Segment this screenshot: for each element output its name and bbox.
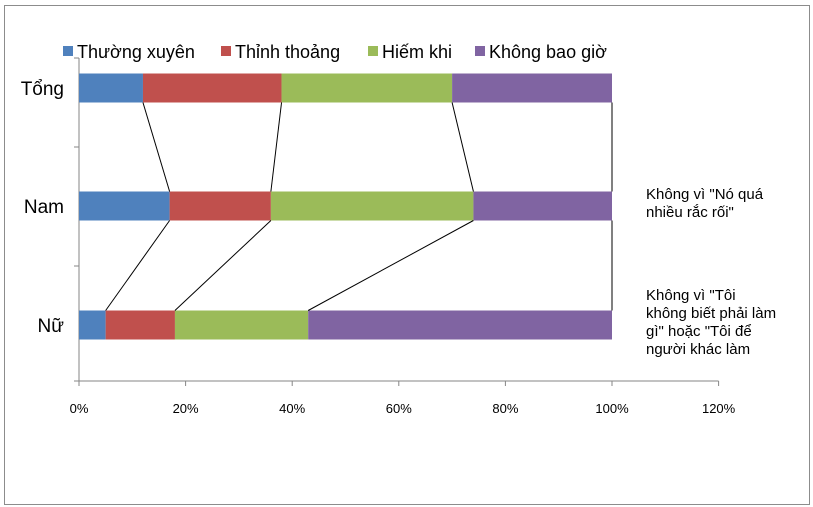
annotation-text: người khác làm: [646, 341, 750, 358]
legend-swatch: [221, 46, 231, 56]
x-tick-label: 20%: [173, 401, 199, 416]
annotation-text: Không vì "Tôi: [646, 287, 736, 304]
legend-swatch: [63, 46, 73, 56]
series-line: [307, 220, 474, 311]
series-line: [451, 102, 474, 192]
legend-label: Hiếm khi: [382, 42, 452, 62]
category-label: Tổng: [21, 79, 64, 100]
x-tick-label: 80%: [492, 401, 518, 416]
series-line: [105, 220, 171, 311]
bar-segment-0-3: [452, 73, 612, 103]
annotation-text: gì" hoặc "Tôi để: [646, 323, 752, 340]
legend-label: Thỉnh thoảng: [235, 42, 340, 62]
series-line: [174, 220, 272, 311]
series-line: [142, 102, 171, 192]
x-tick-label: 60%: [386, 401, 412, 416]
legend-label: Thường xuyên: [77, 42, 195, 62]
x-tick-label: 120%: [702, 401, 736, 416]
bar-segment-0-2: [281, 73, 453, 103]
x-tick-label: 100%: [595, 401, 629, 416]
bar-segment-2-0: [79, 310, 106, 340]
legend-swatch: [475, 46, 485, 56]
bar-segment-2-1: [105, 310, 175, 340]
category-label: Nữ: [38, 316, 65, 337]
bar-segment-1-2: [270, 191, 474, 221]
bar-segment-1-3: [473, 191, 612, 221]
legend-label: Không bao giờ: [489, 42, 607, 62]
bar-segment-2-3: [308, 310, 612, 340]
annotation-text: nhiều rắc rối": [646, 204, 734, 221]
x-tick-label: 0%: [70, 401, 89, 416]
annotation-text: không biết phải làm: [646, 305, 776, 322]
bar-segment-0-1: [142, 73, 282, 103]
bar-segment-0-0: [79, 73, 143, 103]
bar-segment-1-0: [79, 191, 170, 221]
series-line: [270, 102, 283, 192]
annotation-text: Không vì "Nó quá: [646, 186, 764, 203]
bar-segment-2-2: [174, 310, 309, 340]
x-tick-label: 40%: [279, 401, 305, 416]
bar-segment-1-1: [169, 191, 271, 221]
category-label: Nam: [24, 197, 64, 218]
legend-swatch: [368, 46, 378, 56]
